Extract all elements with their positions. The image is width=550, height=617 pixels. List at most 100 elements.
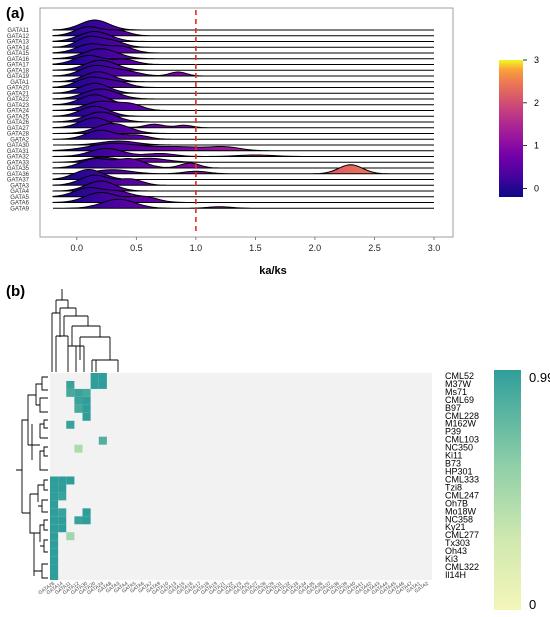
colorbar-b (494, 370, 521, 610)
heatmap-cell (58, 524, 67, 533)
heatmap-row-label: CML52 (445, 371, 474, 381)
heatmap-row-label: Ms71 (445, 387, 467, 397)
heatmap-cell (50, 524, 59, 533)
heatmap-cell (66, 380, 75, 389)
heatmap-cell (50, 540, 59, 549)
heatmap-cell (50, 492, 59, 501)
heatmap-cell (50, 500, 59, 509)
heatmap-row-label: Tzi8 (445, 482, 462, 492)
heatmap-row-label: Tx303 (445, 538, 470, 548)
ridge-label-gata32: GATA32 (7, 155, 30, 161)
heatmap-row-labels: CML52M37WMs71CML69B97CML228M162WP39CML10… (445, 371, 479, 580)
ridge-label-gata9: GATA9 (10, 206, 29, 212)
ridge-gata35 (52, 158, 434, 169)
ridge-label-gata16: GATA16 (7, 57, 30, 63)
ridge-label-gata4: GATA4 (10, 189, 29, 195)
ridge-gata16 (52, 48, 434, 60)
heatmap-cell (50, 556, 59, 565)
heatmap-row-label: Ky21 (445, 522, 466, 532)
ridge-label-gata35: GATA35 (7, 166, 30, 172)
ridge-label-gata22: GATA22 (7, 97, 30, 103)
heatmap-row-label: Oh7B (445, 498, 468, 508)
x-tick-label: 0.5 (130, 243, 143, 253)
heatmap-row-label: Mo18W (445, 506, 477, 516)
ridge-label-gata20: GATA20 (7, 86, 30, 92)
heatmap-cell (90, 373, 99, 381)
heatmap-row-label: HP301 (445, 467, 473, 477)
heatmap-row-label: CML69 (445, 395, 474, 405)
heatmap-cell (50, 516, 59, 525)
colorbar-a-tick-label: 2 (534, 98, 539, 108)
colorbar-a-tick-label: 1 (534, 141, 539, 151)
heatmap-cell (82, 388, 91, 397)
ridgeline-row-labels: GATA11GATA12GATA13GATA14GATA15GATA16GATA… (7, 28, 30, 212)
ridge-gata36 (52, 164, 434, 175)
x-tick-label: 1.0 (190, 243, 203, 253)
ridge-label-gata11: GATA11 (7, 28, 29, 34)
heatmap-background (50, 373, 432, 580)
heatmap-row-label: CML228 (445, 411, 479, 421)
ridge-gata6 (52, 191, 434, 203)
ridge-label-gata6: GATA6 (10, 201, 29, 207)
heatmap-cell (66, 532, 75, 541)
heatmap-row-label: CML247 (445, 490, 479, 500)
x-tick-label: 2.5 (368, 243, 381, 253)
heatmap-cell (58, 476, 67, 485)
heatmap-cell (74, 404, 83, 413)
x-tick-label: 1.5 (249, 243, 262, 253)
row-dendrogram (16, 376, 48, 579)
colorbar-a (499, 60, 523, 197)
heatmap-cells (50, 373, 107, 580)
heatmap-cell (74, 388, 83, 397)
heatmap-row-label: NC350 (445, 443, 473, 453)
ridge-gata30 (52, 140, 434, 146)
heatmap-cell (50, 532, 59, 541)
heatmap-cell (82, 396, 91, 405)
colorbar-b-max-label: 0.99 (529, 370, 550, 385)
ridge-label-gata1: GATA1 (10, 80, 29, 86)
ridge-label-gata14: GATA14 (7, 45, 30, 51)
heatmap-row-label: Ki11 (445, 451, 462, 461)
x-tick-label: 0.0 (71, 243, 84, 253)
heatmap-row-label: P39 (445, 427, 461, 437)
heatmap-cell (82, 404, 91, 413)
ridgeline-series-group (52, 19, 434, 209)
ridge-gata2 (52, 129, 434, 140)
heatmap-cell (50, 476, 59, 485)
heatmap-cell (50, 508, 59, 517)
ridge-label-gata26: GATA26 (7, 120, 30, 126)
panel-b-label: (b) (6, 283, 25, 300)
ridge-label-gata17: GATA17 (7, 63, 30, 69)
column-dendrogram (51, 289, 119, 372)
ridge-label-gata25: GATA25 (7, 114, 30, 120)
ridge-label-gata31: GATA31 (7, 149, 30, 155)
heatmap-row-label: M162W (445, 419, 477, 429)
heatmap-row-label: M37W (445, 379, 472, 389)
ridge-label-gata37: GATA37 (7, 178, 30, 184)
x-tick-label: 2.0 (309, 243, 322, 253)
colorbar-a-tick-label: 3 (534, 55, 539, 65)
heatmap-row-label: CML277 (445, 530, 479, 540)
colorbar-a-ticks: 0 1 2 3 (523, 55, 539, 193)
ridge-label-gata13: GATA13 (7, 40, 30, 46)
ridge-label-gata30: GATA30 (7, 143, 30, 149)
heatmap-cell (98, 436, 107, 445)
ridge-label-gata3: GATA3 (10, 183, 29, 189)
heatmap-cell (50, 564, 59, 573)
ridge-gata22 (52, 88, 434, 100)
ridge-gata9 (52, 198, 434, 209)
ridge-label-gata24: GATA24 (7, 109, 30, 115)
heatmap-cell (82, 516, 91, 525)
heatmap-cell (50, 548, 59, 557)
ridge-label-gata23: GATA23 (7, 103, 30, 109)
heatmap-cell (66, 388, 75, 397)
ridge-label-gata21: GATA21 (7, 91, 30, 97)
ridge-gata11 (52, 19, 434, 31)
heatmap-cell (82, 508, 91, 517)
x-axis-ticks: 0.0 0.5 1.0 1.5 2.0 2.5 3.0 (71, 237, 440, 253)
ridge-label-gata33: GATA33 (7, 160, 30, 166)
ridge-label-gata36: GATA36 (7, 172, 30, 178)
ridgeline-plot-frame (39, 7, 454, 238)
heatmap-row-label: Ki3 (445, 554, 458, 564)
